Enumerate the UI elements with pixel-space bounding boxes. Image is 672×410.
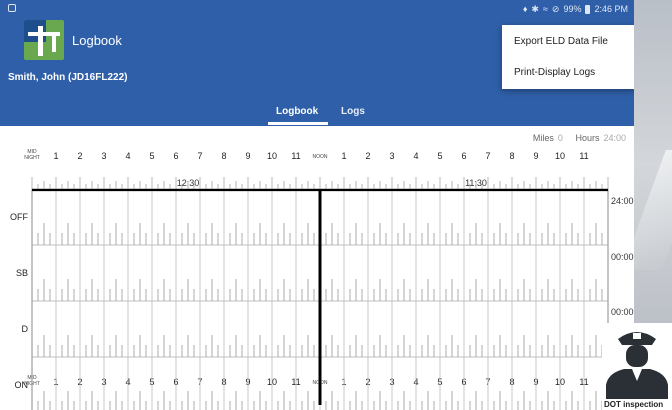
app-window: ♦ ✱ ≈ ⊘ 99% 2:46 PM Logbook Smith, John … (0, 0, 634, 410)
row-total-off: 24:00 (611, 196, 634, 206)
top-hour-label: 10 (267, 151, 277, 161)
row-label-off: OFF (10, 212, 28, 222)
status-bar: ♦ ✱ ≈ ⊘ 99% 2:46 PM (523, 2, 628, 16)
top-hour-label: 4 (413, 151, 418, 161)
miles-value: 0 (557, 133, 563, 143)
row-total-d: 00:00 (611, 307, 634, 317)
battery-percent: 99% (563, 4, 582, 14)
top-hour-label: 6 (461, 151, 466, 161)
top-hour-label: 11 (579, 151, 588, 161)
miles-label: Miles (532, 133, 554, 143)
top-hour-label: 7 (197, 151, 202, 161)
police-officer-icon (606, 332, 668, 399)
app-logo (24, 20, 64, 60)
top-midnight-label: MID (27, 149, 37, 155)
top-hour-label: 5 (149, 151, 154, 161)
tab-bar: Logbook Logs (0, 100, 634, 126)
battery-icon (585, 4, 591, 14)
top-hour-label: 5 (437, 151, 442, 161)
location-icon: ♦ (522, 3, 528, 14)
top-hour-label: 2 (365, 151, 370, 161)
app-title: Logbook (72, 33, 122, 48)
top-hour-label: 3 (389, 151, 394, 161)
row-label-on: ON (15, 380, 29, 390)
top-hour-label: 4 (125, 151, 130, 161)
dot-inspection-button[interactable]: DOT inspection (602, 323, 672, 410)
hours-label: Hours (575, 133, 600, 143)
clock: 2:46 PM (594, 4, 628, 14)
top-hour-label: 10 (555, 151, 565, 161)
top-hour-label: 8 (221, 151, 226, 161)
active-tab-indicator (268, 122, 328, 125)
hours-value: 24:00 (603, 133, 626, 143)
top-hour-label: 8 (509, 151, 514, 161)
top-hour-label: 2 (77, 151, 82, 161)
overflow-menu: Export ELD Data File Print-Display Logs (502, 25, 634, 89)
row-label-sb: SB (16, 268, 28, 278)
top-hour-label: 11 (291, 151, 300, 161)
top-hour-label: 9 (245, 151, 250, 161)
menu-item-print-display-logs[interactable]: Print-Display Logs (514, 67, 596, 78)
top-hour-label: 7 (485, 151, 490, 161)
top-hour-label: 3 (101, 151, 106, 161)
bluetooth-icon: ✱ (531, 3, 539, 14)
logbook-grid[interactable]: MIDNIGHT1234567891011NOON1234567891011MI… (0, 140, 634, 410)
menu-item-export-eld[interactable]: Export ELD Data File (514, 36, 608, 47)
do-not-disturb-icon: ⊘ (551, 3, 560, 14)
row-total-sb: 00:00 (611, 252, 634, 262)
tab-logbook[interactable]: Logbook (276, 106, 319, 117)
top-midnight-label: NIGHT (24, 155, 40, 161)
row-label-d: D (22, 324, 29, 334)
tab-logs[interactable]: Logs (341, 106, 365, 117)
top-noon-label: NOON (313, 154, 328, 160)
top-hour-label: 1 (53, 151, 58, 161)
daily-summary: Miles 0 Hours 24:00 (523, 133, 626, 143)
driver-name: Smith, John (JD16FL222) (8, 72, 128, 83)
dot-inspection-label: DOT inspection (604, 400, 664, 409)
top-hour-label: 9 (533, 151, 538, 161)
notification-icon (8, 4, 16, 12)
top-hour-label: 1 (341, 151, 346, 161)
top-hour-label: 6 (173, 151, 178, 161)
wifi-icon: ≈ (542, 3, 548, 14)
